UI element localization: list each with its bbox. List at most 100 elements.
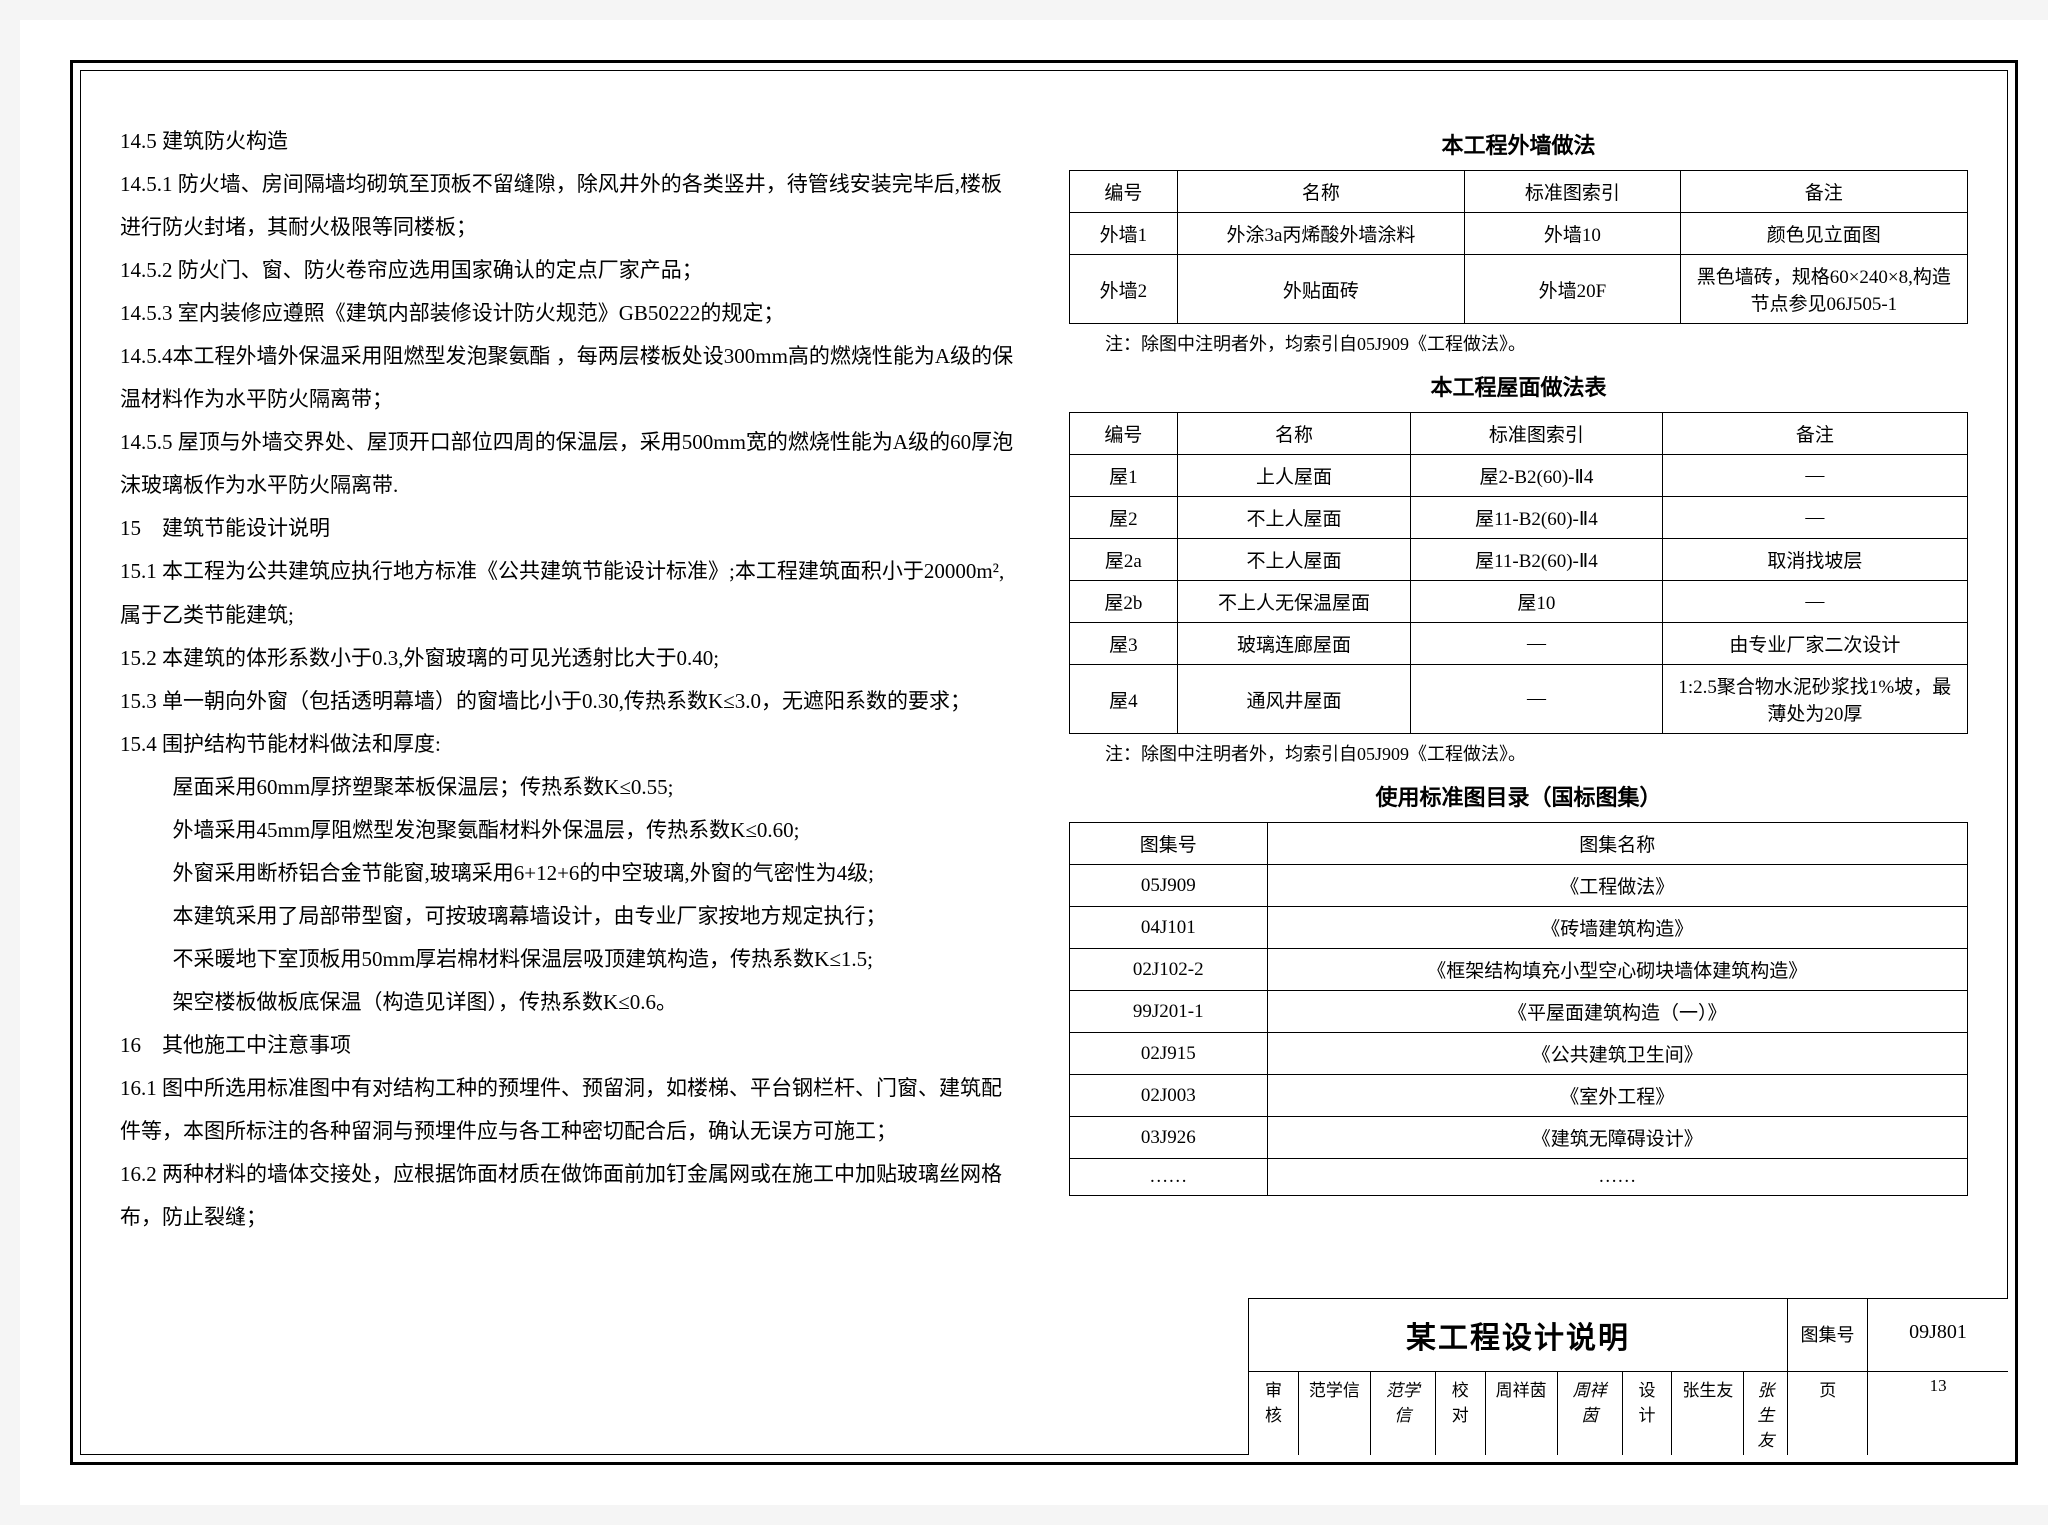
para: 15.1 本工程为公共建筑应执行地方标准《公共建筑节能设计标准》;本工程建筑面积…	[120, 550, 1019, 636]
td: 03J926	[1070, 1117, 1268, 1159]
td: 外墙10	[1465, 213, 1681, 255]
td: 《建筑无障碍设计》	[1267, 1117, 1967, 1159]
para: 15.2 本建筑的体形系数小于0.3,外窗玻璃的可见光透射比大于0.40;	[120, 637, 1019, 680]
td: 外墙2	[1070, 255, 1178, 324]
td: 颜色见立面图	[1680, 213, 1967, 255]
td: 02J102-2	[1070, 949, 1268, 991]
td: 屋2b	[1070, 581, 1178, 623]
review-label: 审核	[1249, 1372, 1299, 1455]
table-row: 02J915《公共建筑卫生间》	[1070, 1033, 1968, 1075]
th: 标准图索引	[1465, 171, 1681, 213]
td: 99J201-1	[1070, 991, 1268, 1033]
td: 通风井屋面	[1177, 665, 1410, 734]
para: 架空楼板做板底保温（构造见详图），传热系数K≤0.6。	[120, 981, 1019, 1024]
td: 玻璃连廊屋面	[1177, 623, 1410, 665]
para: 不采暖地下室顶板用50mm厚岩棉材料保温层吸顶建筑构造，传热系数K≤1.5;	[120, 938, 1019, 981]
table-row: 02J102-2《框架结构填充小型空心砌块墙体建筑构造》	[1070, 949, 1968, 991]
standard-atlas-table: 图集号 图集名称 05J909《工程做法》04J101《砖墙建筑构造》02J10…	[1069, 822, 1968, 1196]
para: 本建筑采用了局部带型窗，可按玻璃幕墙设计，由专业厂家按地方规定执行；	[120, 895, 1019, 938]
title-row: 某工程设计说明 图集号 09J801	[1248, 1299, 2008, 1371]
table-row: 04J101《砖墙建筑构造》	[1070, 907, 1968, 949]
td: 02J003	[1070, 1075, 1268, 1117]
para: 15.3 单一朝向外窗（包括透明幕墙）的窗墙比小于0.30,传热系数K≤3.0，…	[120, 680, 1019, 723]
td: 外墙1	[1070, 213, 1178, 255]
td: 屋4	[1070, 665, 1178, 734]
td: 由专业厂家二次设计	[1662, 623, 1967, 665]
th: 备注	[1662, 413, 1967, 455]
td: —	[1662, 497, 1967, 539]
table-row: 编号 名称 标准图索引 备注	[1070, 171, 1968, 213]
td: 《工程做法》	[1267, 865, 1967, 907]
th: 图集名称	[1267, 823, 1967, 865]
left-column: 14.5 建筑防火构造 14.5.1 防火墙、房间隔墙均砌筑至顶板不留缝隙，除风…	[120, 120, 1019, 1385]
td: 外墙20F	[1465, 255, 1681, 324]
td: —	[1411, 665, 1662, 734]
review-sig: 范学信	[1371, 1372, 1436, 1455]
table2-note: 注：除图中注明者外，均索引自05J909《工程做法》。	[1069, 740, 1968, 766]
atlas-code-value: 09J801	[1868, 1299, 2008, 1371]
para: 14.5.4本工程外墙外保温采用阻燃型发泡聚氨酯 ，每两层楼板处设300mm高的…	[120, 335, 1019, 421]
td: 1:2.5聚合物水泥砂浆找1%坡，最薄处为20厚	[1662, 665, 1967, 734]
para: 屋面采用60mm厚挤塑聚苯板保温层；传热系数K≤0.55;	[120, 766, 1019, 809]
para: 16 其他施工中注意事项	[120, 1024, 1019, 1067]
td: 外涂3a丙烯酸外墙涂料	[1177, 213, 1464, 255]
table1-note: 注：除图中注明者外，均索引自05J909《工程做法》。	[1069, 330, 1968, 356]
td: 屋1	[1070, 455, 1178, 497]
th: 名称	[1177, 413, 1410, 455]
para: 15.4 围护结构节能材料做法和厚度:	[120, 723, 1019, 766]
table-row: 03J926《建筑无障碍设计》	[1070, 1117, 1968, 1159]
table-row: 屋1上人屋面屋2-B2(60)-Ⅱ4—	[1070, 455, 1968, 497]
table-row: 图集号 图集名称	[1070, 823, 1968, 865]
td: 《公共建筑卫生间》	[1267, 1033, 1967, 1075]
para: 14.5.5 屋顶与外墙交界处、屋顶开口部位四周的保温层，采用500mm宽的燃烧…	[120, 421, 1019, 507]
td: 《平屋面建筑构造（一）》	[1267, 991, 1967, 1033]
para: 14.5.3 室内装修应遵照《建筑内部装修设计防火规范》GB50222的规定；	[120, 292, 1019, 335]
th: 编号	[1070, 171, 1178, 213]
page-number: 13	[1868, 1372, 2008, 1455]
page-label: 页	[1788, 1372, 1868, 1455]
para: 16.2 两种材料的墙体交接处，应根据饰面材质在做饰面前加钉金属网或在施工中加贴…	[120, 1153, 1019, 1239]
td: 不上人屋面	[1177, 497, 1410, 539]
td: 取消找坡层	[1662, 539, 1967, 581]
table-row: 外墙1外涂3a丙烯酸外墙涂料外墙10颜色见立面图	[1070, 213, 1968, 255]
td: 04J101	[1070, 907, 1268, 949]
para: 16.1 图中所选用标准图中有对结构工种的预埋件、预留洞，如楼梯、平台钢栏杆、门…	[120, 1067, 1019, 1153]
table-row: 外墙2外贴面砖外墙20F黑色墙砖，规格60×240×8,构造节点参见06J505…	[1070, 255, 1968, 324]
table-row: 99J201-1《平屋面建筑构造（一）》	[1070, 991, 1968, 1033]
th: 标准图索引	[1411, 413, 1662, 455]
table3-title: 使用标准图目录（国标图集）	[1069, 780, 1968, 812]
td: 不上人屋面	[1177, 539, 1410, 581]
td: 屋3	[1070, 623, 1178, 665]
drawing-title: 某工程设计说明	[1249, 1299, 1788, 1371]
td: 屋11-B2(60)-Ⅱ4	[1411, 539, 1662, 581]
signature-row: 审核 范学信 范学信 校对 周祥茵 周祥茵 设计 张生友 张生友 页 13	[1248, 1371, 2008, 1455]
exterior-wall-table: 编号 名称 标准图索引 备注 外墙1外涂3a丙烯酸外墙涂料外墙10颜色见立面图外…	[1069, 170, 1968, 324]
td: 屋11-B2(60)-Ⅱ4	[1411, 497, 1662, 539]
table-row: 编号 名称 标准图索引 备注	[1070, 413, 1968, 455]
design-sig: 张生友	[1744, 1372, 1788, 1455]
table-row: 屋2b不上人无保温屋面屋10—	[1070, 581, 1968, 623]
table-row: 屋3玻璃连廊屋面—由专业厂家二次设计	[1070, 623, 1968, 665]
atlas-code-label: 图集号	[1788, 1299, 1868, 1371]
td: 上人屋面	[1177, 455, 1410, 497]
th: 名称	[1177, 171, 1464, 213]
right-column: 本工程外墙做法 编号 名称 标准图索引 备注 外墙1外涂3a丙烯酸外墙涂料外墙1…	[1069, 120, 1968, 1385]
td: 02J915	[1070, 1033, 1268, 1075]
title-block: 某工程设计说明 图集号 09J801 审核 范学信 范学信 校对 周祥茵 周祥茵…	[1248, 1298, 2008, 1455]
table-row: 02J003《室外工程》	[1070, 1075, 1968, 1117]
td: 屋2	[1070, 497, 1178, 539]
td: 黑色墙砖，规格60×240×8,构造节点参见06J505-1	[1680, 255, 1967, 324]
td: 外贴面砖	[1177, 255, 1464, 324]
para: 14.5.2 防火门、窗、防火卷帘应选用国家确认的定点厂家产品；	[120, 249, 1019, 292]
td: 不上人无保温屋面	[1177, 581, 1410, 623]
table-row: 屋2a不上人屋面屋11-B2(60)-Ⅱ4取消找坡层	[1070, 539, 1968, 581]
td: 《砖墙建筑构造》	[1267, 907, 1967, 949]
check-label: 校对	[1436, 1372, 1486, 1455]
table1-title: 本工程外墙做法	[1069, 128, 1968, 160]
para: 外窗采用断桥铝合金节能窗,玻璃采用6+12+6的中空玻璃,外窗的气密性为4级;	[120, 852, 1019, 895]
td: ……	[1070, 1159, 1268, 1196]
td: —	[1662, 581, 1967, 623]
th: 备注	[1680, 171, 1967, 213]
td: —	[1411, 623, 1662, 665]
td: ……	[1267, 1159, 1967, 1196]
